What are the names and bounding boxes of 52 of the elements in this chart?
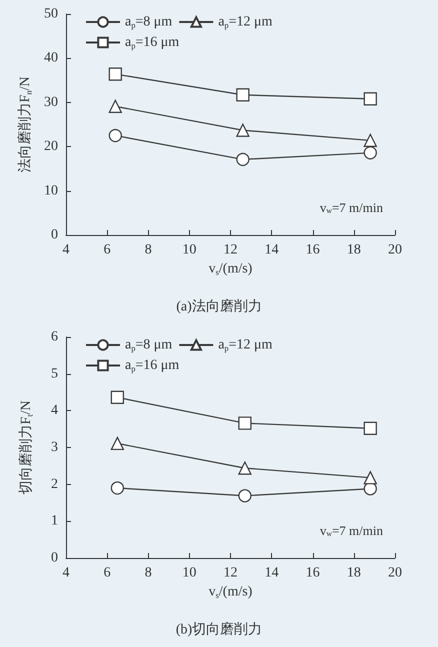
point	[108, 68, 122, 81]
point	[238, 416, 252, 430]
y-tick-label: 0	[51, 228, 58, 242]
x-tick-label: 20	[388, 242, 402, 258]
point	[110, 436, 124, 450]
y-tick-label: 1	[51, 514, 58, 529]
point	[236, 124, 250, 137]
x-tick-label: 14	[264, 242, 279, 258]
point	[108, 100, 122, 113]
point	[238, 462, 252, 475]
x-tick-label: 8	[144, 242, 152, 258]
x-tick-label: 4	[62, 242, 70, 258]
y-tick-label: 40	[44, 50, 58, 66]
y-tick-label: 5	[51, 366, 58, 382]
x-tick-label: 12	[224, 566, 238, 580]
point	[364, 422, 377, 435]
y-tick-label: 20	[44, 139, 58, 154]
x-tick-label: 10	[182, 566, 196, 580]
y-tick-label: 10	[44, 183, 58, 198]
x-tick-label: 16	[306, 242, 320, 258]
x-tick-label: 6	[104, 242, 111, 258]
x-tick-label: 8	[144, 566, 152, 580]
y-axis-title: 法向磨削力Fn/N	[17, 76, 34, 172]
text: (a)法向磨削力	[176, 298, 262, 314]
y-tick-label: 0	[51, 550, 58, 566]
y-tick-label: 4	[51, 403, 58, 418]
point	[364, 471, 377, 484]
x-tick-label: 18	[346, 242, 361, 258]
y-tick-label: 50	[44, 6, 58, 22]
x-tick-label: 20	[388, 566, 402, 580]
y-tick-label: 30	[44, 94, 58, 110]
y-axis-title: 切向磨削力Ft/N	[18, 400, 34, 495]
point	[108, 128, 122, 142]
point	[236, 88, 250, 102]
x-tick-label: 16	[306, 566, 320, 580]
point	[236, 152, 250, 166]
text: (b)切向磨削力	[176, 622, 262, 638]
point	[364, 146, 377, 160]
point	[110, 390, 124, 404]
x-tick-label: 14	[264, 566, 279, 580]
x-tick-label: 18	[346, 566, 361, 580]
point	[364, 134, 377, 148]
y-tick-label: 3	[51, 440, 58, 455]
y-tick-label: 6	[51, 330, 58, 344]
x-tick-label: 6	[104, 566, 111, 580]
point	[238, 489, 252, 502]
x-tick-label: 4	[62, 566, 70, 580]
x-tick-label: 12	[224, 242, 238, 258]
point	[364, 92, 377, 106]
point	[110, 481, 124, 495]
y-tick-label: 2	[51, 476, 58, 492]
x-tick-label: 10	[182, 242, 196, 258]
